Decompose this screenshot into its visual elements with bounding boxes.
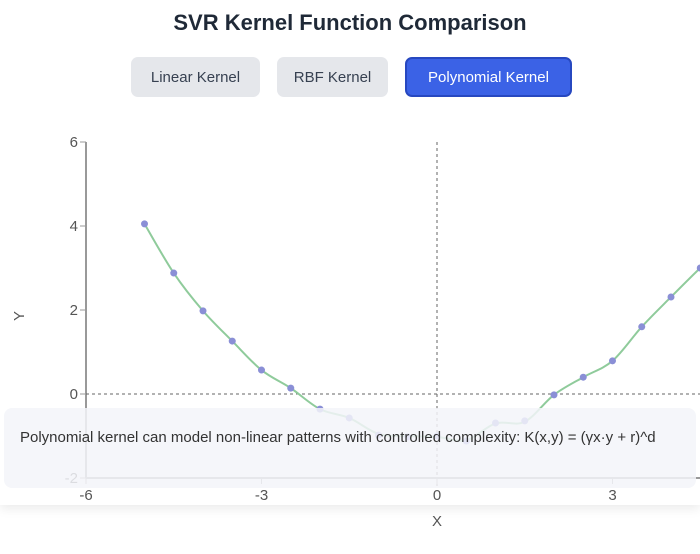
data-point [228,337,236,345]
x-tick-label: -3 [255,487,268,504]
y-tick-label: 2 [70,302,78,319]
y-tick-label: 4 [70,218,78,235]
data-point [609,357,616,365]
x-axis-label: X [432,513,442,530]
page-title: SVR Kernel Function Comparison [173,10,527,35]
y-tick-label: 0 [70,386,78,403]
rbf-kernel-button[interactable]: RBF Kernel [277,57,388,97]
x-tick-label: 0 [433,487,441,504]
x-tick-label: -6 [79,487,92,504]
data-point [667,293,675,301]
y-tick-label: 6 [70,134,78,151]
kernel-selector: Linear Kernel RBF Kernel Polynomial Kern… [0,57,700,97]
x-tick-label: 3 [608,487,616,504]
data-point [696,264,700,272]
data-point [199,307,207,315]
data-point [550,391,558,399]
data-point [287,384,295,392]
data-point [579,373,587,381]
data-point [638,323,646,331]
y-axis-label: Y [11,311,28,321]
data-point [170,269,178,277]
linear-kernel-button[interactable]: Linear Kernel [131,57,260,97]
kernel-description: Polynomial kernel can model non-linear p… [4,408,696,488]
polynomial-kernel-button[interactable]: Polynomial Kernel [405,57,572,97]
data-point [141,220,148,228]
data-point [258,366,265,374]
